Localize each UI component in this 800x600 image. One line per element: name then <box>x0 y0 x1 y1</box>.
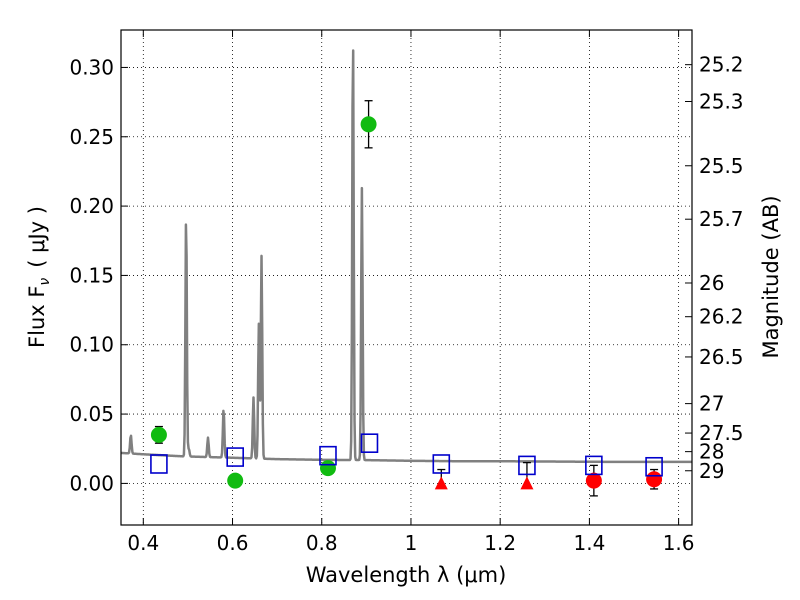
magnitude-tick-label: 27 <box>699 392 724 416</box>
y-tick-label: 0.15 <box>69 263 114 287</box>
model-photometry-square <box>360 433 379 453</box>
x-tick-label: 1.6 <box>663 531 695 555</box>
grid <box>121 30 692 525</box>
x-tick-label: 0.4 <box>127 531 159 555</box>
x-tick-label: 0.6 <box>217 531 249 555</box>
magnitude-tick-label: 26.5 <box>699 345 744 369</box>
model-photometry-square <box>150 454 168 474</box>
green-data-point <box>319 460 336 477</box>
x-tick-label: 1.4 <box>573 531 605 555</box>
model-spectrum <box>121 49 692 464</box>
y-tick-label: 0.25 <box>69 125 114 149</box>
magnitude-tick-label: 25.7 <box>699 207 744 231</box>
model-photometry-square <box>518 455 536 476</box>
y-axis-label: Flux Fν ( μJy ) <box>25 206 53 348</box>
magnitude-tick-label: 29 <box>699 459 724 483</box>
axis-ticks: 0.4 0.6 0.8 1 1.2 1.4 1.6 0.00 0.05 0.10 0.15 0.20 0… <box>69 30 744 555</box>
data-points <box>150 100 663 497</box>
model-photometry-square <box>226 447 244 467</box>
y-tick-label: 0.20 <box>69 194 114 218</box>
red-data-point <box>646 471 663 488</box>
magnitude-tick-label: 25.3 <box>699 90 744 114</box>
green-data-point <box>360 116 377 133</box>
upper-limit-triangle <box>434 476 448 490</box>
green-data-point <box>227 472 244 489</box>
model-photometry-square <box>319 445 337 466</box>
model-photometry-square <box>585 455 603 476</box>
upper-limit-triangle <box>520 476 534 490</box>
model-photometry-square <box>432 454 451 474</box>
y-axis-label-unit: ( μJy ) <box>25 206 49 268</box>
magnitude-axis-label: Magnitude (AB) <box>759 195 783 358</box>
red-data-point <box>585 472 602 489</box>
magnitude-tick-label: 25.2 <box>699 53 744 77</box>
green-data-point <box>150 426 167 443</box>
y-axis-label-main: Flux F <box>25 286 49 348</box>
x-axis-label: Wavelength λ (μm) <box>306 563 507 587</box>
y-tick-label: 0.10 <box>69 333 114 357</box>
model-spectrum-line <box>121 49 692 464</box>
y-tick-label: 0.00 <box>69 471 114 495</box>
magnitude-tick-label: 27.5 <box>699 421 744 445</box>
magnitude-tick-label: 26.2 <box>699 305 744 329</box>
y-axis-label-subscript: ν <box>37 278 53 286</box>
magnitude-tick-label: 28 <box>699 440 724 464</box>
plot-frame <box>120 29 693 526</box>
y-tick-label: 0.30 <box>69 55 114 79</box>
magnitude-tick-label: 25.5 <box>699 154 744 178</box>
model-photometry-square <box>645 456 663 477</box>
x-tick-label: 1.2 <box>484 531 516 555</box>
x-tick-label: 0.8 <box>306 531 338 555</box>
magnitude-tick-label: 26 <box>699 271 724 295</box>
x-tick-label: 1 <box>405 531 418 555</box>
y-tick-label: 0.05 <box>69 402 114 426</box>
